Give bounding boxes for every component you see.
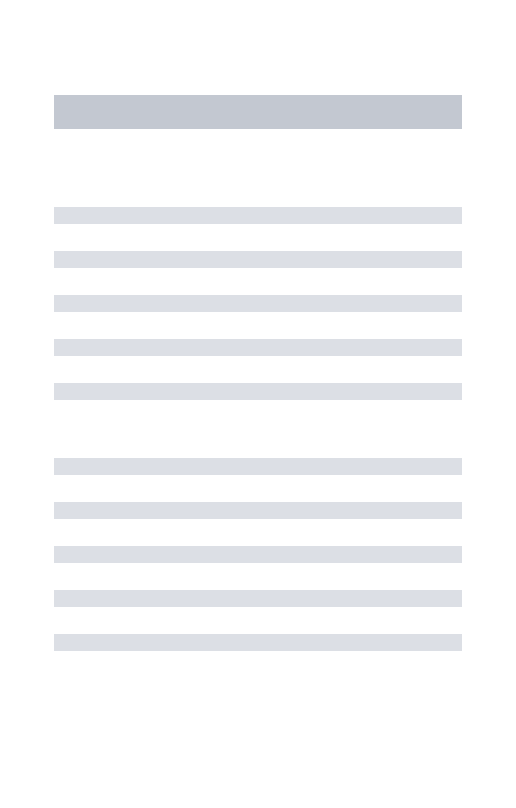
skeleton-line [54, 251, 462, 268]
skeleton-line-group-2 [54, 458, 462, 651]
group-gap [54, 400, 462, 458]
skeleton-line [54, 546, 462, 563]
section-gap [54, 129, 462, 207]
skeleton-header-bar [54, 95, 462, 129]
skeleton-line [54, 458, 462, 475]
skeleton-line [54, 502, 462, 519]
skeleton-container [0, 95, 516, 651]
skeleton-line-group-1 [54, 207, 462, 400]
skeleton-line [54, 590, 462, 607]
skeleton-line [54, 383, 462, 400]
skeleton-line [54, 295, 462, 312]
skeleton-line [54, 339, 462, 356]
skeleton-line [54, 634, 462, 651]
skeleton-line [54, 207, 462, 224]
